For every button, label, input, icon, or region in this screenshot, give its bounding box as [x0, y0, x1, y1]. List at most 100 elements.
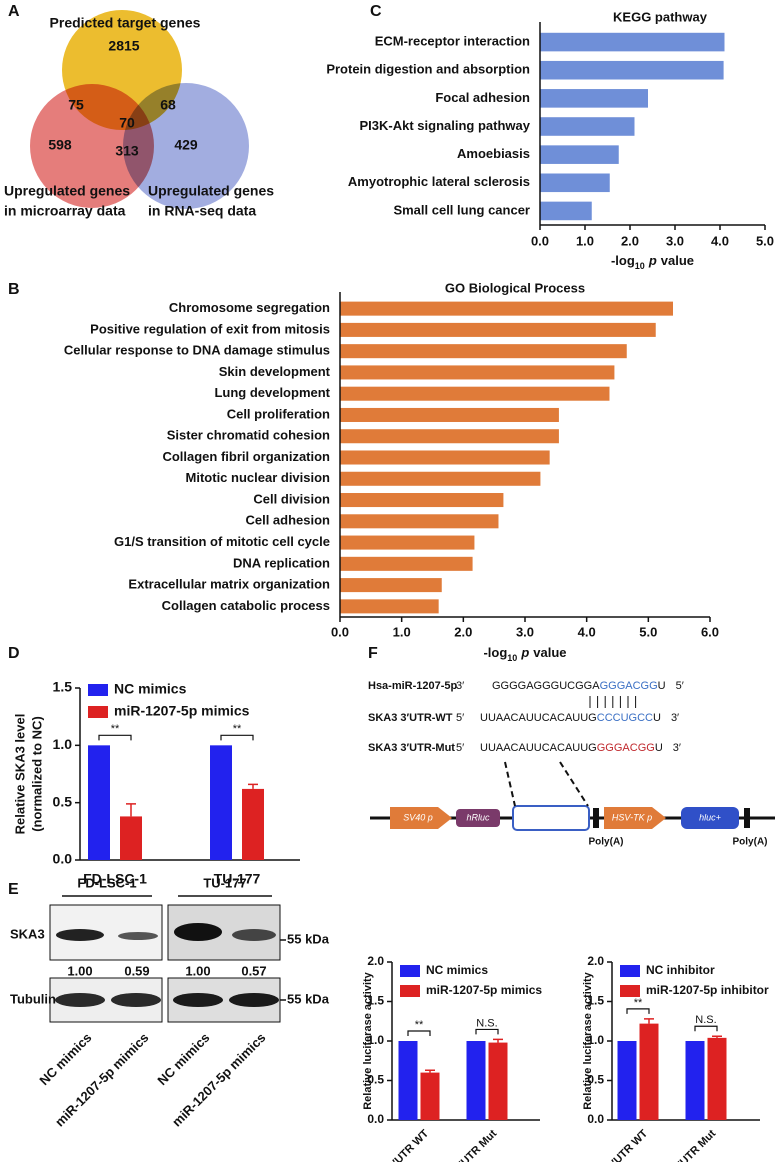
category-label: Lung development [214, 385, 330, 400]
cell-line-label: TU-177 [203, 875, 246, 890]
category-label: PI3K-Akt signaling pathway [360, 118, 531, 133]
y-tick-label: 0.0 [53, 851, 73, 867]
binding-site: CCCUGCC [597, 712, 653, 724]
bar [420, 1072, 440, 1120]
set-label: Upregulated genes [148, 183, 274, 199]
band [111, 993, 161, 1007]
y-axis-label: Relative luciferase activity [582, 971, 594, 1109]
category-label: Extracellular matrix organization [128, 577, 330, 592]
lane-label: miR-1207-5p mimics [52, 1030, 152, 1130]
y-tick-label: 1.5 [587, 994, 604, 1008]
bar [340, 599, 439, 614]
x-tick-label: 1.0 [393, 624, 411, 639]
bar [340, 429, 559, 444]
y-tick-label: 1.5 [53, 679, 73, 695]
band [173, 993, 223, 1007]
bar [540, 201, 592, 221]
band [118, 932, 158, 940]
bar [617, 1041, 637, 1120]
x-axis-label-italic: p [648, 253, 657, 268]
venn-count: 313 [115, 143, 139, 159]
bar [466, 1041, 486, 1120]
legend-swatch [620, 965, 640, 977]
bar-chart: KEGG pathway ECM-receptor interaction Prot… [326, 9, 774, 248]
x-tick-label: 0.0 [331, 624, 349, 639]
bar [340, 407, 559, 422]
sequence-name: Hsa-miR-1207-5p [368, 680, 458, 692]
bar [340, 535, 475, 550]
band [56, 929, 104, 941]
panel-label: E [8, 881, 19, 898]
category-label: Chromosome segregation [169, 300, 330, 315]
poly-a-label: Poly(A) [589, 837, 624, 848]
error-bar [126, 803, 136, 817]
sequence-part: GGGGAGGGUCGGA [492, 680, 600, 692]
error-bar [425, 1069, 435, 1073]
sequence-part: U [653, 712, 661, 724]
category-label: ECM-receptor interaction [375, 34, 530, 49]
bar [639, 1023, 659, 1120]
category-label: Focal adhesion [435, 90, 530, 105]
element-label: hRluc [466, 812, 490, 822]
binding-site: GGGACGG [600, 680, 658, 692]
x-tick-label: SKA3 3′UTR Mut [649, 1127, 719, 1162]
significance-label: ** [233, 723, 242, 735]
x-tick-label: 6.0 [701, 624, 719, 639]
bar [340, 344, 627, 359]
sequence: GGGGAGGGUCGGAGGGACGGU 5′ [492, 680, 684, 692]
x-axis-label: -log10 p value [483, 645, 566, 663]
y-tick-label: 0.5 [587, 1073, 604, 1087]
significance-bracket [626, 1008, 650, 1014]
panel-label: A [8, 3, 20, 20]
legend-label: NC mimics [114, 681, 187, 697]
marker-label: 55 kDa [287, 931, 330, 946]
y-axis-label: Relative luciferase activity [362, 971, 374, 1109]
venn-circle [123, 83, 249, 209]
category-label: G1/S transition of mitotic cell cycle [114, 534, 330, 549]
sequence-part: U [658, 680, 666, 692]
legend-label: miR-1207-5p inhibitor [646, 983, 769, 997]
category-label: Cell adhesion [245, 513, 330, 528]
strand-end: 3′ [673, 742, 681, 754]
gene-box [456, 809, 500, 827]
category-label: Sister chromatid cohesion [167, 428, 330, 443]
y-tick-label: 1.0 [587, 1033, 604, 1047]
x-tick-label: 2.0 [621, 233, 639, 248]
significance-bracket [98, 734, 132, 741]
bar [340, 386, 610, 401]
binding-site: GGGACGG [597, 742, 655, 754]
category-label: Cell division [253, 491, 330, 506]
bar [540, 89, 648, 108]
venn-count: 2815 [108, 38, 139, 54]
category-label: Cell proliferation [227, 406, 330, 421]
element-label: SV40 p [403, 812, 433, 822]
marker-label: 55 kDa [287, 991, 330, 1006]
error-bar [248, 783, 258, 789]
y-tick-label: 2.0 [367, 954, 384, 968]
bar [540, 32, 725, 52]
bar [488, 1042, 508, 1120]
x-axis-label-sub: 10 [635, 261, 645, 271]
utr-box [512, 805, 590, 831]
x-tick-label: 5.0 [756, 233, 774, 248]
lane-label: NC mimics [154, 1030, 212, 1088]
strand-end: 3′ [456, 680, 464, 692]
bar [242, 788, 264, 860]
x-tick-label: SKA3 3′UTR WT [582, 1127, 650, 1162]
x-tick-label: FD-LSC-1 [83, 871, 147, 887]
band-ratio: 1.00 [67, 963, 92, 978]
error-bar [644, 1018, 654, 1024]
x-tick-label: 2.0 [454, 624, 472, 639]
bar [340, 514, 499, 529]
bar [88, 745, 110, 860]
band [229, 993, 279, 1007]
x-axis-label: -log10 p value [611, 253, 694, 271]
set-label: in RNA-seq data [148, 203, 256, 219]
legend-label: NC inhibitor [646, 963, 715, 977]
venn-count: 75 [68, 97, 84, 113]
error-bar [493, 1038, 503, 1043]
band [55, 993, 105, 1007]
band-ratio: 1.00 [185, 963, 210, 978]
significance-label: N.S. [695, 1014, 716, 1026]
y-tick-label: 0.5 [367, 1073, 384, 1087]
